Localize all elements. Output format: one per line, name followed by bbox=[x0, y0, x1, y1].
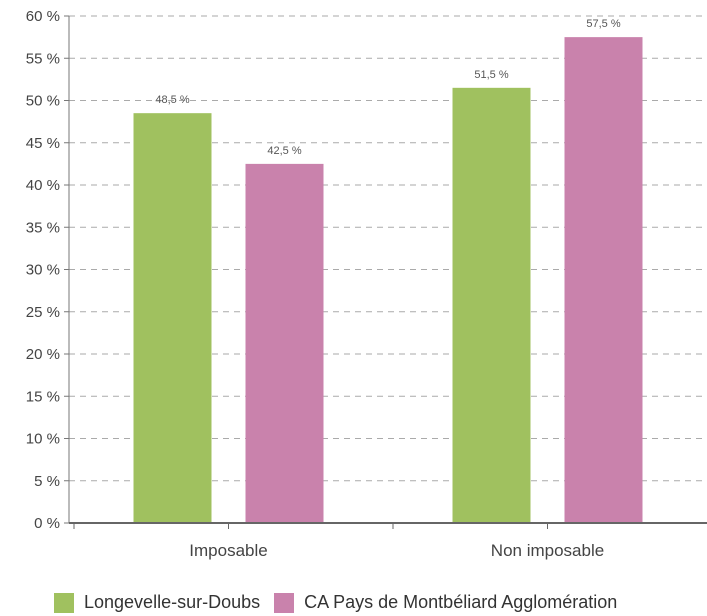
data-label: 42,5 % bbox=[267, 145, 301, 157]
y-tick-label: 40 % bbox=[26, 177, 60, 194]
y-tick-label: 5 % bbox=[34, 473, 60, 490]
legend-item-longevelle: Longevelle-sur-Doubs bbox=[54, 592, 260, 613]
bar bbox=[452, 87, 531, 523]
y-tick-label: 0 % bbox=[34, 515, 60, 532]
x-category-label: Non imposable bbox=[491, 541, 604, 560]
legend-item-ca-pays-montbeliard: CA Pays de Montbéliard Agglomération bbox=[274, 592, 617, 613]
data-label: 51,5 % bbox=[474, 69, 508, 81]
data-label: 57,5 % bbox=[586, 18, 620, 30]
bar bbox=[245, 163, 324, 523]
y-tick-label: 25 % bbox=[26, 304, 60, 321]
bar-chart: 0 % 5 % 10 % 15 % 20 % 25 % 30 % 35 % 40 % 45 % 50… bbox=[26, 8, 707, 560]
labels: 0 % 5 % 10 % 15 % 20 % 25 % 30 % 35 % 40 % 45 % 50… bbox=[26, 8, 621, 560]
y-tick-label: 10 % bbox=[26, 431, 60, 448]
bars bbox=[133, 37, 643, 524]
legend-swatch-longevelle bbox=[54, 592, 74, 613]
data-label: 48,5 % bbox=[155, 94, 189, 106]
y-tick-label: 20 % bbox=[26, 346, 60, 363]
legend-label-longevelle: Longevelle-sur-Doubs bbox=[84, 592, 261, 612]
x-category-label: Imposable bbox=[189, 541, 267, 560]
legend-label-ca-pays-montbeliard: CA Pays de Montbéliard Agglomération bbox=[304, 592, 618, 612]
y-tick-label: 55 % bbox=[26, 50, 60, 67]
legend: Longevelle-sur-Doubs CA Pays de Montbéli… bbox=[54, 592, 631, 613]
axes bbox=[64, 15, 707, 529]
bar bbox=[564, 37, 643, 523]
y-tick-label: 45 % bbox=[26, 135, 60, 152]
y-tick-label: 30 % bbox=[26, 262, 60, 279]
y-tick-label: 60 % bbox=[26, 8, 60, 25]
bar bbox=[133, 113, 212, 524]
legend-swatch-ca-pays-montbeliard bbox=[274, 592, 295, 613]
y-tick-label: 35 % bbox=[26, 219, 60, 236]
y-tick-label: 15 % bbox=[26, 388, 60, 405]
y-tick-label: 50 % bbox=[26, 93, 60, 110]
